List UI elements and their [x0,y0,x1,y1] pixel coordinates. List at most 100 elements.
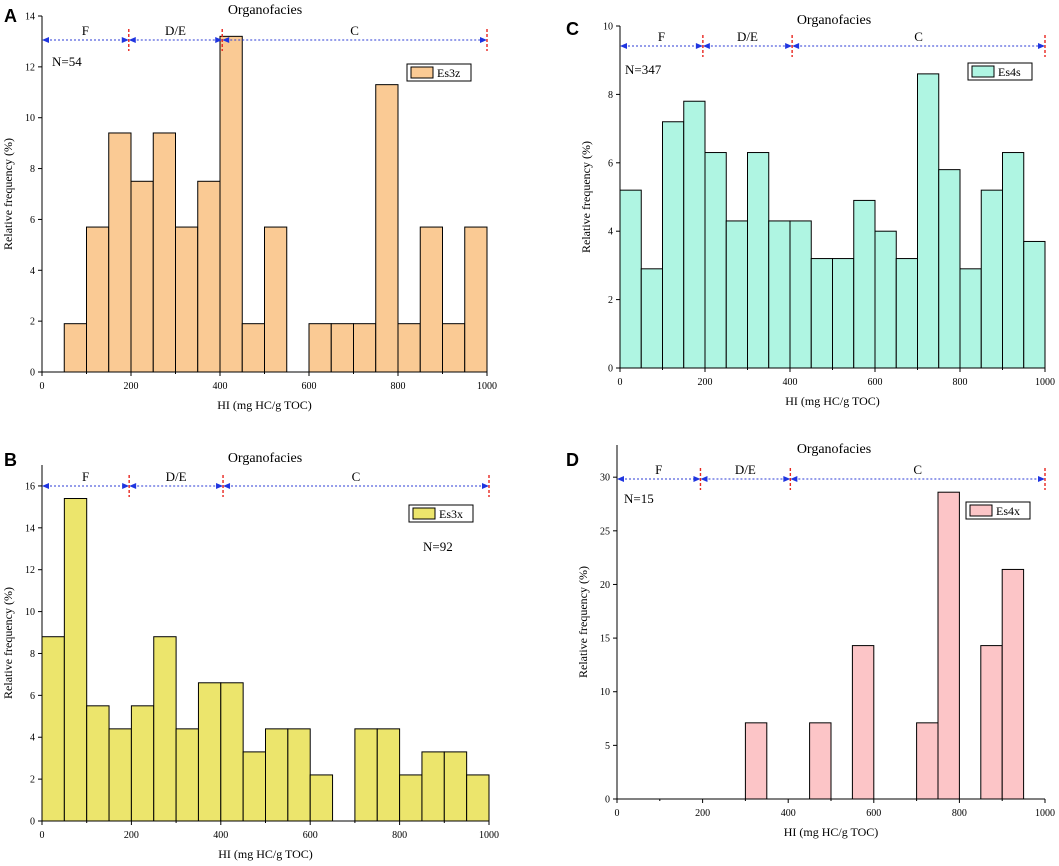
y-tick-label: 0 [30,368,35,379]
facies-arrow-right [785,43,793,49]
x-axis-label: HI (mg HC/g TOC) [218,847,313,861]
histogram-bar [1002,152,1025,369]
chart-panel-c: C Organofacies 0 200 400 600 800 1000 0 2 4 6 8 10 HI … [566,13,1055,408]
y-tick-label: 2 [30,775,35,786]
y-tick-label: 8 [608,90,613,101]
chart-panel-d: D Organofacies 0 200 400 600 800 1000 0 5 10 15 20 25… [566,442,1055,839]
histogram-bar [895,258,918,369]
histogram-bar [308,323,332,373]
x-tick-label: 200 [124,830,139,841]
y-tick-label: 12 [25,565,35,576]
histogram-bar [264,226,288,373]
chart-title: Organofacies [797,442,871,457]
facies-arrow-right [783,476,791,482]
histogram-bar [265,728,289,822]
histogram-bar [464,226,488,373]
x-tick-label: 0 [615,808,620,819]
legend-swatch [971,65,995,78]
x-tick-label: 400 [781,808,796,819]
y-tick-label: 30 [600,473,610,484]
histogram-bar [683,100,706,369]
y-tick-label: 4 [30,266,35,277]
facies-arrow-right [482,483,489,489]
y-tick-label: 2 [608,295,613,306]
facies-arrow-right [215,37,223,43]
x-tick-label: 1000 [479,830,499,841]
y-axis-label: Relative frequency (%) [1,138,15,250]
histogram-bar [399,774,423,822]
y-tick-label: 15 [600,634,610,645]
y-axis-label: Relative frequency (%) [579,141,593,253]
histogram-bar [809,722,832,800]
histogram-bar [130,705,155,822]
facies-label: F [82,469,89,484]
histogram-bar [287,728,311,822]
histogram-bar [241,323,265,373]
histogram-bar [309,774,334,822]
histogram-bar [153,636,177,822]
facies-label: D/E [165,23,186,38]
facies-label: D/E [166,469,187,484]
x-tick-label: 800 [953,377,968,388]
x-tick-label: 400 [213,381,228,392]
histogram-bar [86,705,110,822]
histogram-bar [640,268,663,369]
facies-label: C [352,469,361,484]
legend-swatch [410,66,434,79]
histogram-bar [175,728,199,822]
facies-arrow-right [480,37,487,43]
histogram-bar [330,323,354,373]
x-tick-label: 200 [698,377,713,388]
y-tick-label: 14 [25,12,35,23]
histogram-bar [959,268,982,369]
histogram-bar [197,180,221,373]
y-tick-label: 12 [25,62,35,73]
y-tick-label: 0 [605,795,610,806]
y-tick-label: 8 [30,164,35,175]
chart-panel-b: B Organofacies 0 200 400 600 800 1000 0 2 4 6 8 10 12 1… [1,450,499,861]
x-tick-label: 1000 [1035,377,1055,388]
y-axis-label: Relative frequency (%) [1,587,15,699]
facies-arrow-right [695,43,703,49]
histogram-bar [768,220,791,369]
x-axis-label: HI (mg HC/g TOC) [785,394,880,408]
facies-arrow-left [223,483,231,489]
facies-arrow-left [128,37,136,43]
histogram-bar [744,722,768,800]
y-tick-label: 5 [605,741,610,752]
facies-arrow-left [702,43,710,49]
legend-label: Es3z [437,66,460,80]
chart-panel-a: A Organofacies 0 200 400 600 800 1000 0 2 4 6 8 10 12 1… [1,3,497,412]
x-tick-label: 200 [695,808,710,819]
facies-label: C [913,462,922,477]
histogram-bar [619,189,642,369]
histogram-bar [197,682,222,822]
facies-arrow-left [42,37,49,43]
y-tick-label: 0 [30,817,35,828]
histogram-bar [980,189,1003,369]
sample-count: N=92 [423,539,453,554]
legend-swatch [969,504,993,517]
histogram-bar [938,169,961,369]
x-axis-label: HI (mg HC/g TOC) [784,825,879,839]
histogram-bar [442,323,466,373]
y-tick-label: 10 [25,607,35,618]
sample-count: N=54 [52,54,82,69]
chart-title: Organofacies [228,451,302,466]
histogram-bar [789,220,812,369]
histogram-bar [810,258,833,369]
facies-arrow-left [222,37,230,43]
facies-arrow-left [620,43,627,49]
x-tick-label: 0 [618,377,623,388]
histogram-bar [175,226,199,373]
x-tick-label: 600 [868,377,883,388]
histogram-bar [662,121,685,369]
facies-arrow-left [700,476,708,482]
facies-arrow-right [1038,43,1045,49]
y-tick-label: 6 [30,691,35,702]
legend-label: Es3x [439,507,463,521]
histogram-bar [419,226,443,373]
x-tick-label: 0 [40,830,45,841]
histogram-bar [376,728,401,822]
facies-label: F [82,23,89,38]
